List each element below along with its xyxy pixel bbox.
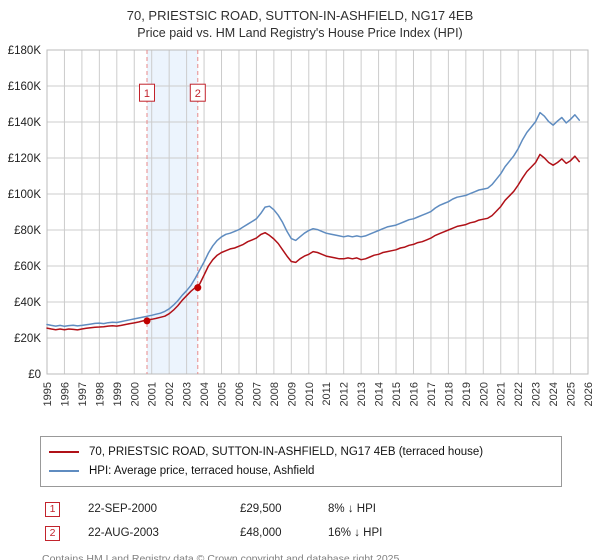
annotation-delta-1: 8% ↓ HPI	[328, 503, 376, 515]
svg-text:2009: 2009	[286, 382, 298, 406]
svg-text:2024: 2024	[548, 382, 560, 406]
svg-text:2: 2	[195, 88, 201, 100]
page-title: 70, PRIESTSIC ROAD, SUTTON-IN-ASHFIELD, …	[126, 8, 474, 23]
svg-text:2011: 2011	[321, 382, 333, 406]
legend-label-hpi: HPI: Average price, terraced house, Ashf…	[89, 464, 315, 477]
svg-text:£140K: £140K	[8, 117, 42, 129]
svg-text:2017: 2017	[426, 382, 438, 406]
svg-text:£40K: £40K	[14, 297, 41, 309]
annotation-marker-2: 2	[45, 525, 60, 541]
svg-text:£0: £0	[28, 369, 41, 381]
svg-text:2007: 2007	[251, 382, 263, 406]
svg-text:2010: 2010	[304, 382, 316, 406]
svg-text:2002: 2002	[164, 382, 176, 406]
svg-text:1996: 1996	[59, 382, 71, 406]
annotation-row-1: 1 22-SEP-2000 £29,500 8% ↓ HPI	[45, 497, 600, 521]
copyright-line-1: Contains HM Land Registry data © Crown c…	[42, 553, 403, 560]
legend-label-property: 70, PRIESTSIC ROAD, SUTTON-IN-ASHFIELD, …	[89, 445, 484, 458]
svg-text:2026: 2026	[583, 382, 595, 406]
svg-text:2020: 2020	[478, 382, 490, 406]
svg-text:£180K: £180K	[8, 45, 42, 57]
svg-text:1997: 1997	[77, 382, 89, 406]
svg-text:2005: 2005	[217, 382, 229, 406]
svg-text:2021: 2021	[496, 382, 508, 406]
svg-text:2022: 2022	[513, 382, 525, 406]
legend-swatch-property-icon	[49, 450, 79, 453]
svg-text:2006: 2006	[234, 382, 246, 406]
svg-text:2008: 2008	[269, 382, 281, 406]
annotation-marker-1: 1	[45, 501, 60, 517]
svg-text:2003: 2003	[182, 382, 194, 406]
svg-text:£80K: £80K	[14, 225, 41, 237]
legend-item-hpi: HPI: Average price, terraced house, Ashf…	[49, 461, 553, 480]
svg-text:2014: 2014	[374, 382, 386, 406]
svg-text:1999: 1999	[112, 382, 124, 406]
svg-text:£100K: £100K	[8, 189, 42, 201]
svg-text:2023: 2023	[531, 382, 543, 406]
annotation-date-2: 22-AUG-2003	[88, 527, 159, 539]
legend: 70, PRIESTSIC ROAD, SUTTON-IN-ASHFIELD, …	[40, 436, 562, 487]
svg-text:2012: 2012	[339, 382, 351, 406]
svg-text:2013: 2013	[356, 382, 368, 406]
svg-text:2015: 2015	[391, 382, 403, 406]
svg-text:£160K: £160K	[8, 81, 42, 93]
annotation-price-2: £48,000	[240, 527, 282, 539]
svg-text:2016: 2016	[408, 382, 420, 406]
legend-item-property: 70, PRIESTSIC ROAD, SUTTON-IN-ASHFIELD, …	[49, 442, 553, 461]
svg-text:1: 1	[144, 88, 150, 100]
sale-annotations: 1 22-SEP-2000 £29,500 8% ↓ HPI 2 22-AUG-…	[45, 497, 600, 545]
copyright-footer: Contains HM Land Registry data © Crown c…	[42, 553, 600, 560]
svg-text:2000: 2000	[129, 382, 141, 406]
svg-text:2025: 2025	[566, 382, 578, 406]
annotation-date-1: 22-SEP-2000	[88, 503, 158, 515]
svg-text:£60K: £60K	[14, 261, 41, 273]
hpi-chart-page: 70, PRIESTSIC ROAD, SUTTON-IN-ASHFIELD, …	[0, 8, 600, 560]
svg-text:2018: 2018	[443, 382, 455, 406]
legend-swatch-hpi-icon	[49, 469, 79, 472]
annotation-row-2: 2 22-AUG-2003 £48,000 16% ↓ HPI	[45, 521, 600, 545]
svg-text:2004: 2004	[199, 382, 211, 406]
svg-text:1995: 1995	[42, 382, 54, 406]
annotation-price-1: £29,500	[240, 503, 282, 515]
svg-text:1998: 1998	[94, 382, 106, 406]
price-chart: 1995 1996 1997 1998 1999 2000 2001 2002 2003 2004…	[8, 45, 595, 406]
page-subtitle: Price paid vs. HM Land Registry's House …	[137, 26, 463, 40]
svg-text:2001: 2001	[147, 382, 159, 406]
annotation-delta-2: 16% ↓ HPI	[328, 527, 383, 539]
svg-text:£120K: £120K	[8, 153, 42, 165]
svg-text:£20K: £20K	[14, 333, 41, 345]
svg-text:2019: 2019	[461, 382, 473, 406]
